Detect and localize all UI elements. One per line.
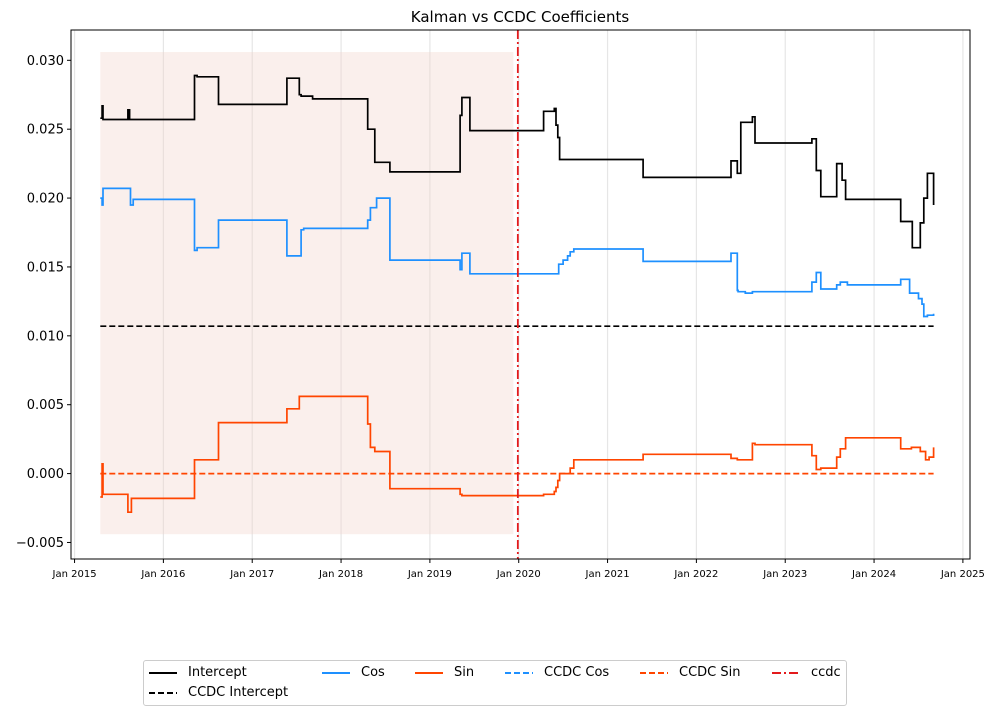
y-tick-label-4: 0.015	[27, 260, 64, 275]
x-tick-label-1: Jan 2016	[140, 569, 185, 580]
legend-label: Sin	[454, 665, 475, 680]
y-tick-label-2: 0.005	[27, 398, 64, 413]
y-tick-label-7: 0.030	[27, 54, 64, 69]
x-tick-label-5: Jan 2020	[496, 569, 541, 580]
x-tick-label-9: Jan 2024	[851, 569, 896, 580]
legend-swatch	[149, 691, 177, 694]
legend-item-ccdc: ccdc	[771, 665, 841, 680]
y-tick-label-6: 0.025	[27, 123, 64, 138]
legend-item-ccdc-intercept: CCDC Intercept	[148, 685, 288, 700]
y-tick-label-1: 0.000	[27, 467, 64, 482]
legend-label: CCDC Cos	[544, 665, 610, 680]
legend-swatch	[149, 671, 177, 674]
series-line-sin	[100, 395, 935, 514]
x-tick-label-6: Jan 2021	[585, 569, 630, 580]
legend-swatch	[322, 671, 350, 674]
legend-swatch	[505, 671, 533, 674]
y-tick-label-5: 0.020	[27, 192, 64, 207]
legend-label: CCDC Intercept	[188, 685, 289, 700]
legend-item-ccdc-cos: CCDC Cos	[504, 665, 609, 680]
plot-frame	[70, 29, 971, 560]
x-tick-label-4: Jan 2019	[407, 569, 452, 580]
x-tick-label-7: Jan 2022	[673, 569, 718, 580]
x-tick-label-2: Jan 2017	[229, 569, 274, 580]
legend-item-intercept: Intercept	[148, 665, 247, 680]
x-tick-label-8: Jan 2023	[762, 569, 807, 580]
legend: Intercept CCDC Intercept Cos Sin CCDC Cos CCD…	[143, 660, 847, 706]
legend-label: Intercept	[188, 665, 247, 680]
legend-item-ccdc-sin: CCDC Sin	[639, 665, 740, 680]
chart-title: Kalman vs CCDC Coefficients	[411, 8, 630, 26]
x-tick-label-0: Jan 2015	[52, 569, 97, 580]
legend-item-sin: Sin	[414, 665, 474, 680]
x-tick-label-3: Jan 2018	[318, 569, 363, 580]
legend-label: Cos	[361, 665, 385, 680]
series-line-intercept	[100, 74, 935, 249]
x-tick-label-10: Jan 2025	[940, 569, 985, 580]
legend-swatch	[640, 671, 668, 674]
y-tick-label-3: 0.010	[27, 329, 64, 344]
y-tick-label-0: −0.005	[16, 536, 64, 551]
shaded-region	[100, 52, 514, 535]
legend-item-cos: Cos	[321, 665, 385, 680]
legend-label: ccdc	[811, 665, 841, 680]
legend-swatch	[415, 671, 443, 674]
legend-swatch	[772, 671, 800, 674]
series-line-cos	[100, 187, 935, 318]
legend-label: CCDC Sin	[679, 665, 741, 680]
